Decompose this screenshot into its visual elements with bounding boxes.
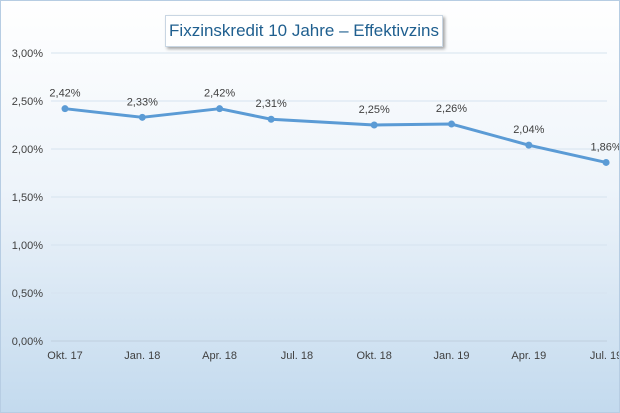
data-point bbox=[138, 113, 146, 121]
y-tick-label: 2,00% bbox=[12, 144, 43, 156]
data-label: 2,04% bbox=[513, 124, 544, 136]
y-tick-label: 0,00% bbox=[12, 336, 43, 348]
y-tick-label: 3,00% bbox=[12, 48, 43, 60]
y-tick-label: 0,50% bbox=[12, 288, 43, 300]
data-label: 2,33% bbox=[127, 96, 158, 108]
data-label: 2,42% bbox=[204, 88, 235, 100]
data-label: 2,42% bbox=[49, 88, 80, 100]
y-tick-label: 1,00% bbox=[12, 240, 43, 252]
x-tick-label: Jan. 19 bbox=[433, 350, 469, 362]
data-point bbox=[602, 158, 610, 166]
chart-title: Fixzinskredit 10 Jahre – Effektivzins bbox=[165, 15, 443, 47]
data-point bbox=[525, 141, 533, 149]
series-line bbox=[63, 107, 608, 164]
data-label: 2,25% bbox=[359, 104, 390, 116]
data-point bbox=[448, 120, 455, 128]
x-tick-label: Jul. 18 bbox=[281, 350, 313, 362]
data-point bbox=[61, 105, 69, 113]
x-tick-label: Apr. 19 bbox=[511, 350, 546, 362]
x-tick-label: Jan. 18 bbox=[124, 350, 160, 362]
data-label: 2,31% bbox=[256, 98, 287, 110]
x-tick-label: Okt. 18 bbox=[356, 350, 391, 362]
data-label: 2,26% bbox=[436, 103, 467, 115]
data-point bbox=[370, 121, 378, 129]
x-tick-label: Apr. 18 bbox=[202, 350, 237, 362]
data-point bbox=[267, 115, 275, 123]
y-tick-label: 2,50% bbox=[12, 96, 43, 108]
x-tick-label: Jul. 19 bbox=[590, 350, 619, 362]
data-point bbox=[216, 105, 224, 113]
x-tick-label: Okt. 17 bbox=[47, 350, 82, 362]
y-tick-label: 1,50% bbox=[12, 192, 43, 204]
data-label: 1,86% bbox=[590, 141, 619, 153]
